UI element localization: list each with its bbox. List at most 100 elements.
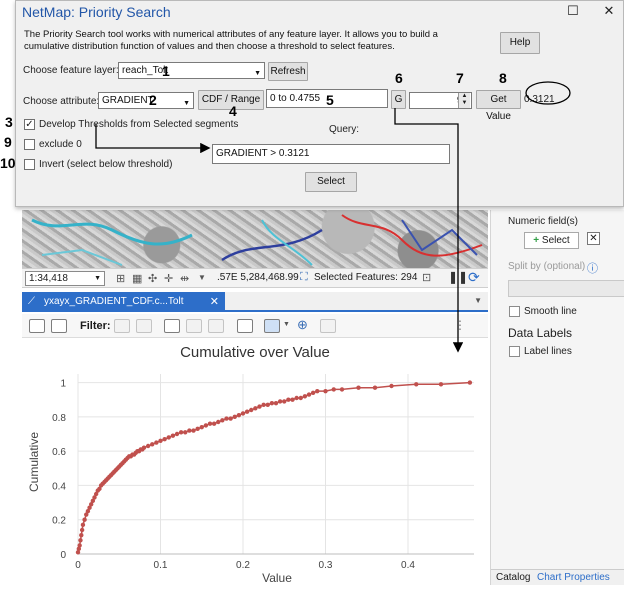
map-streams	[31, 214, 483, 266]
panel-tabs: Catalog Chart Properties	[491, 569, 624, 585]
exclude-zero-checkbox[interactable]	[24, 139, 35, 150]
constraint-icon[interactable]: ⇹	[180, 273, 190, 285]
spinner-up-icon[interactable]: ▲	[461, 93, 468, 99]
copy-icon[interactable]	[186, 319, 202, 333]
chevron-down-icon[interactable]: ▼	[198, 273, 206, 282]
query-field[interactable]: GRADIENT > 0.3121	[212, 144, 450, 164]
chevron-down-icon: ▼	[183, 100, 190, 107]
cdf-data-point	[265, 402, 270, 408]
chart-area: Cumulative over Value 0 0.1 0.2 0.3 0.4 0 0.2 0…	[22, 338, 488, 585]
split-by-field[interactable]	[508, 280, 624, 297]
filter-selection-icon[interactable]	[114, 319, 130, 333]
cdf-data-point	[315, 388, 320, 394]
minimize-icon[interactable]: ☐	[567, 3, 579, 18]
add-chart-icon[interactable]	[51, 319, 67, 333]
callout-4: 4	[229, 103, 237, 119]
invert-label: Invert (select below threshold)	[39, 159, 173, 170]
dialog-title: NetMap: Priority Search	[22, 4, 171, 20]
refresh-button[interactable]: Refresh	[268, 62, 308, 81]
cdf-data-point	[141, 445, 147, 450]
attribute-select[interactable]: GRADIENT ▼	[98, 92, 194, 109]
attribute-value: GRADIENT	[102, 95, 154, 106]
chevron-down-icon[interactable]: ▼	[283, 321, 290, 328]
feature-layer-select[interactable]: reach_Tolt ▼	[118, 62, 265, 79]
info-icon[interactable]: ⓘ	[587, 263, 598, 275]
clear-icon[interactable]: ✕	[587, 232, 600, 245]
crosshair-icon[interactable]: ✛	[164, 273, 174, 285]
select-tool-icon[interactable]	[264, 319, 280, 333]
add-field-select-label: Select	[541, 235, 570, 246]
y-tick-label: 0.6	[52, 447, 66, 458]
chart-line-icon: ⟋	[28, 296, 35, 307]
help-button[interactable]: Help	[500, 32, 540, 54]
refresh-icon[interactable]: ⟳	[468, 269, 480, 285]
cdf-data-point	[183, 430, 188, 435]
cdf-data-point	[438, 382, 444, 387]
tab-catalog[interactable]: Catalog	[496, 572, 531, 583]
cdf-chart[interactable]: Cumulative over Value 0 0.1 0.2 0.3 0.400.20…	[22, 338, 488, 585]
cdf-data-point	[294, 395, 299, 401]
scale-value: 1:34,418	[29, 273, 68, 284]
feature-layer-value: reach_Tolt	[122, 65, 169, 76]
smooth-line-checkbox[interactable]	[509, 306, 520, 317]
zoom-in-icon[interactable]: ⊕	[297, 317, 308, 332]
cdf-data-point	[244, 409, 250, 414]
map-view[interactable]	[22, 210, 488, 268]
cdf-data-point	[273, 400, 279, 406]
pause-icon[interactable]: ❚❚	[448, 270, 469, 284]
coordinate-readout: .57E 5,284,468.99	[217, 272, 299, 283]
cdf-data-point	[79, 527, 85, 533]
select-button[interactable]: Select	[305, 172, 357, 192]
cdf-data-point	[77, 543, 82, 548]
snap-icon[interactable]: ✣	[148, 273, 158, 285]
full-extent-icon[interactable]	[320, 319, 336, 333]
label-lines-checkbox[interactable]	[509, 346, 520, 357]
scale-selector[interactable]: 1:34,418 ▼	[25, 271, 105, 286]
tab-chart-properties[interactable]: Chart Properties	[537, 572, 610, 583]
chevron-down-icon[interactable]: ▼	[474, 296, 482, 305]
percent-spinner[interactable]: ▲ ▼	[458, 93, 470, 108]
y-tick-label: 0.2	[52, 516, 66, 527]
add-field-select-button[interactable]: + Select	[524, 232, 579, 249]
sort-icon[interactable]	[237, 319, 253, 333]
x-tick-label: 0.3	[319, 560, 333, 571]
cdf-data-point	[207, 421, 213, 426]
cdf-data-point	[158, 438, 163, 444]
y-tick-label: 0.8	[52, 413, 66, 424]
cdf-data-point	[356, 385, 361, 390]
g-button[interactable]: G	[391, 90, 406, 109]
close-icon[interactable]: ✕	[603, 3, 615, 18]
y-axis-label: Cumulative	[27, 432, 41, 492]
cdf-data-point	[277, 399, 283, 404]
attribute-label: Choose attribute:	[23, 96, 100, 107]
chart-series	[75, 380, 473, 555]
selection-icon[interactable]: ⛶	[300, 271, 308, 283]
range-field: 0 to 0.4755	[266, 89, 388, 108]
invert-checkbox[interactable]	[24, 159, 35, 170]
export-icon[interactable]	[208, 319, 224, 333]
properties-icon[interactable]	[29, 319, 45, 333]
close-icon[interactable]: ✕	[209, 296, 219, 308]
cdf-data-point	[290, 397, 295, 402]
map-status-bar: 1:34,418 ▼ ⊞ ▦ ✣ ✛ ⇹ ▼ .57E 5,284,468.99…	[22, 268, 488, 288]
filter-extent-icon[interactable]	[136, 319, 152, 333]
spinner-down-icon[interactable]: ▼	[461, 100, 468, 106]
menu-icon[interactable]: ⋮	[454, 318, 466, 332]
y-tick-label: 1	[60, 379, 66, 390]
y-tick-label: 0	[60, 550, 66, 561]
callout-2: 2	[149, 92, 157, 108]
tab-chart[interactable]: ⟋ yxayx_GRADIENT_CDF.c...Tolt [GRADIENT]…	[22, 292, 225, 327]
grid-icon[interactable]: ⊞	[116, 273, 126, 285]
develop-thresholds-checkbox[interactable]: ✓	[24, 119, 35, 130]
cdf-data-point	[298, 395, 303, 401]
cdf-data-point	[89, 502, 94, 507]
table-view-icon[interactable]	[164, 319, 180, 333]
cdf-range-button[interactable]: CDF / Range	[198, 90, 264, 110]
cdf-data-point	[85, 508, 91, 514]
get-value-button[interactable]: Get Value	[476, 90, 521, 122]
callout-8: 8	[499, 70, 507, 86]
table-icon[interactable]: ▦	[132, 273, 143, 285]
feature-layer-label: Choose feature layer:	[23, 65, 119, 76]
exclude-zero-label: exclude 0	[39, 139, 82, 150]
pause-drawing-icon[interactable]: ⊡	[422, 272, 432, 284]
